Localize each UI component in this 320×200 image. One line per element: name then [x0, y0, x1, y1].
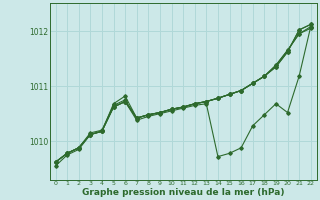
X-axis label: Graphe pression niveau de la mer (hPa): Graphe pression niveau de la mer (hPa): [82, 188, 284, 197]
